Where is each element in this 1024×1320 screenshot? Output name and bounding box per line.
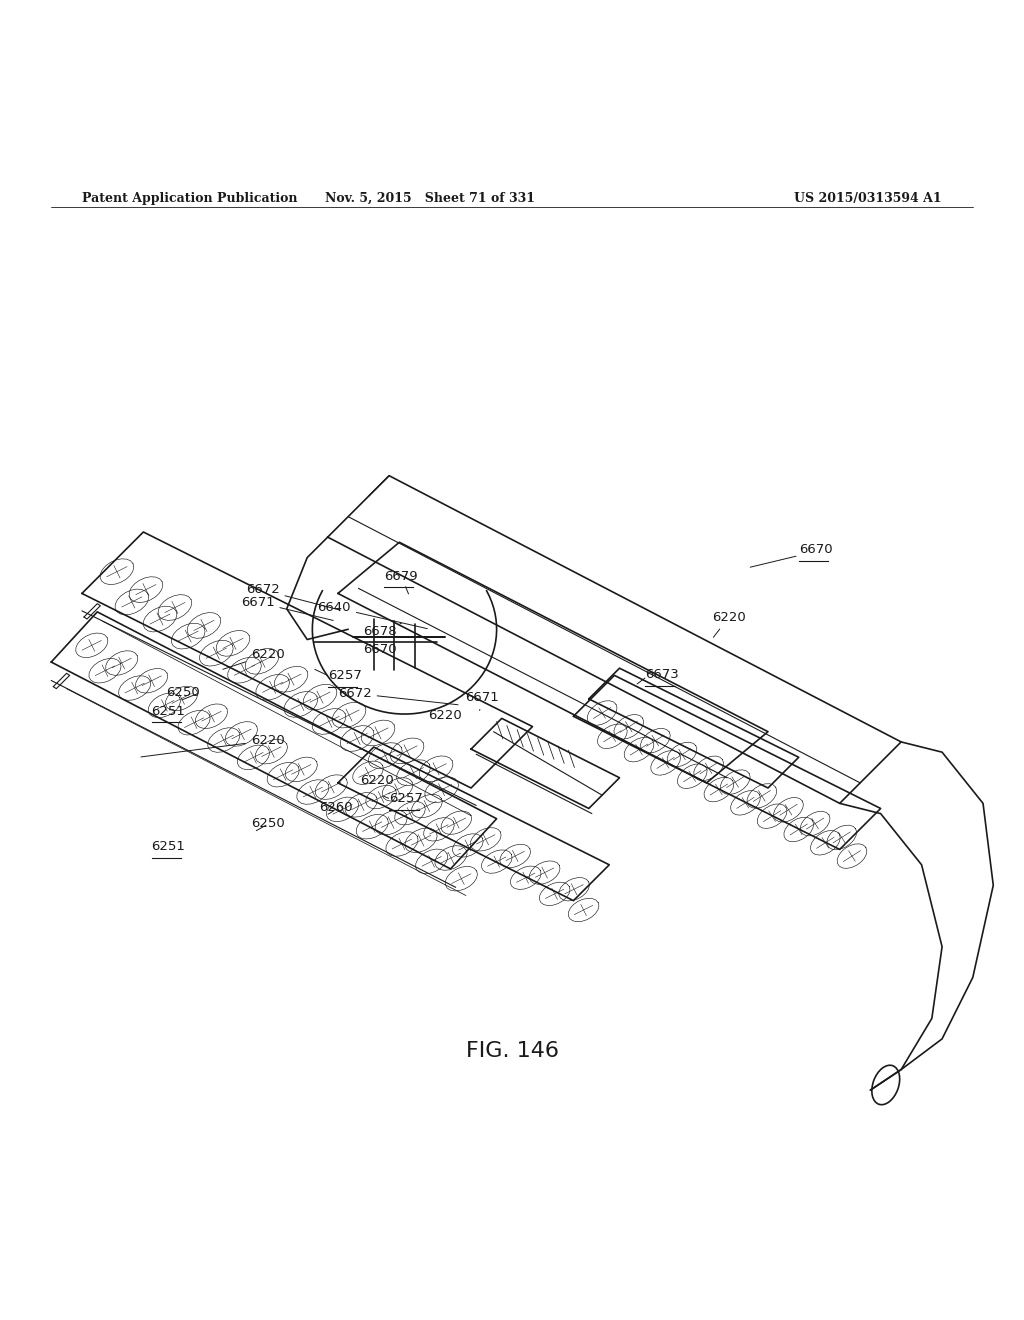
Text: 6220: 6220 xyxy=(360,775,394,787)
Text: 6257: 6257 xyxy=(328,669,361,682)
Text: 6678: 6678 xyxy=(364,623,401,639)
Text: 6640: 6640 xyxy=(317,601,427,628)
Text: 6673: 6673 xyxy=(645,668,679,681)
Text: 6250: 6250 xyxy=(166,686,200,700)
Text: 6672: 6672 xyxy=(338,686,458,705)
Text: 6670: 6670 xyxy=(364,643,397,656)
Text: 6220: 6220 xyxy=(712,611,745,638)
Text: US 2015/0313594 A1: US 2015/0313594 A1 xyxy=(795,191,942,205)
Text: 6257: 6257 xyxy=(389,792,423,805)
Text: 6220: 6220 xyxy=(428,709,462,722)
Text: 6672: 6672 xyxy=(246,583,340,610)
Text: 6220: 6220 xyxy=(223,648,285,669)
Text: 6671: 6671 xyxy=(465,690,499,710)
Text: 6679: 6679 xyxy=(384,569,418,582)
Text: Nov. 5, 2015   Sheet 71 of 331: Nov. 5, 2015 Sheet 71 of 331 xyxy=(325,191,536,205)
Text: 6251: 6251 xyxy=(152,840,185,853)
Text: 6250: 6250 xyxy=(251,817,285,830)
Text: 6670: 6670 xyxy=(799,543,833,556)
Text: FIG. 146: FIG. 146 xyxy=(466,1041,558,1061)
Text: 6260: 6260 xyxy=(319,801,353,814)
Text: 6251: 6251 xyxy=(152,705,185,718)
Text: 6220: 6220 xyxy=(141,734,285,756)
Text: 6671: 6671 xyxy=(241,595,333,620)
Text: Patent Application Publication: Patent Application Publication xyxy=(82,191,297,205)
